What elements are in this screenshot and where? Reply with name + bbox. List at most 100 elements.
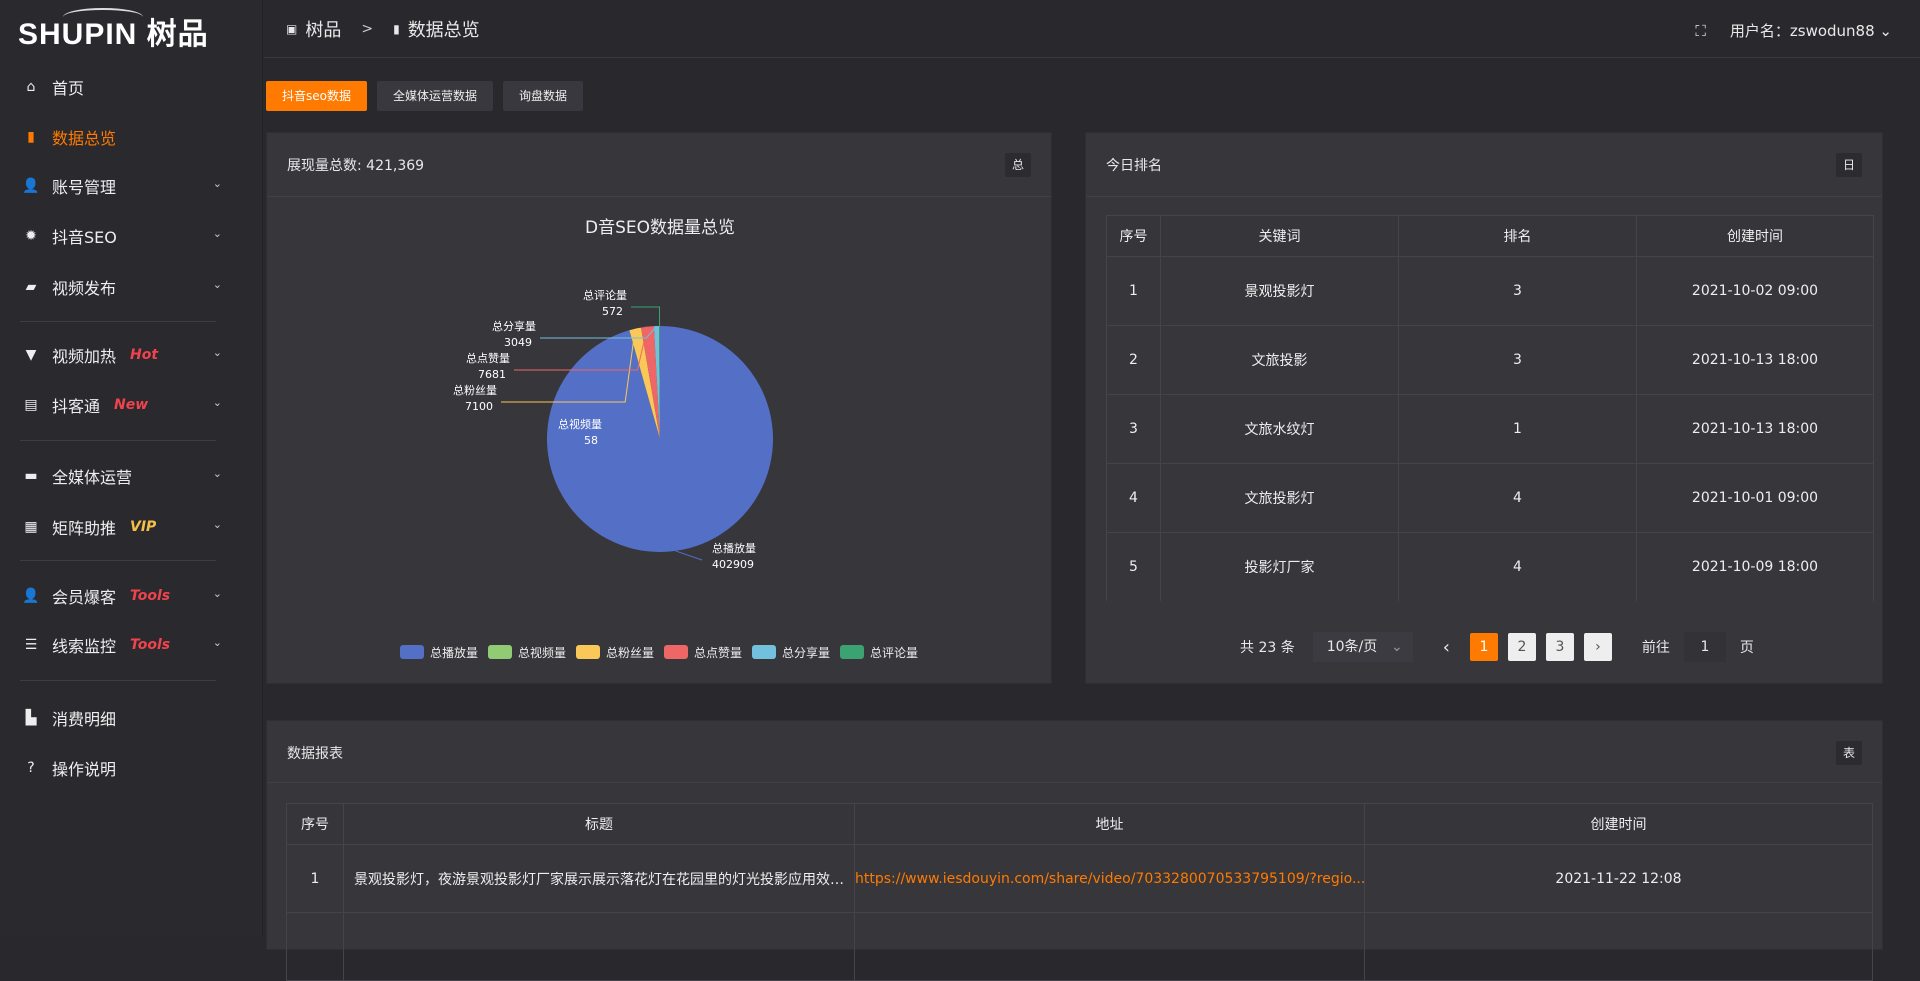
page-size-select[interactable]: 10条/页 ⌄ — [1312, 632, 1413, 662]
goto-label: 前往 — [1641, 640, 1670, 656]
legend-label[interactable]: 总粉丝量 — [606, 646, 654, 660]
panel-title: 数据报表 — [287, 746, 343, 762]
table-cell: 1 — [1398, 394, 1637, 464]
legend-label[interactable]: 总视频量 — [518, 645, 566, 660]
sidebar-item-8[interactable]: ▬ 全媒体运营 ⌄ — [22, 458, 232, 494]
sidebar-item-2[interactable]: ▮ 数据总览 — [22, 119, 232, 155]
legend-swatch[interactable] — [576, 645, 600, 659]
table-cell: 2 — [1106, 325, 1161, 395]
legend-label[interactable]: 总播放量 — [430, 645, 478, 660]
panel-title: 展现量总数: 421,369 — [287, 158, 425, 174]
chevron-down-icon: ⌄ — [1390, 639, 1403, 655]
table-cell: 1 — [1106, 256, 1161, 326]
gear-icon: ✹ — [25, 228, 37, 244]
sidebar-item-11[interactable]: ☰ 线索监控 Tools ⌄ — [22, 627, 232, 663]
table-cell: 4 — [1398, 463, 1637, 533]
slice-value: 7681 — [478, 368, 506, 381]
table-cell: 3 — [1398, 325, 1637, 395]
table-cell: 3 — [1106, 394, 1161, 464]
column-header: 序号 — [286, 803, 344, 845]
breadcrumb-home[interactable]: 树品 — [305, 20, 342, 41]
chevron-down-icon: ⌄ — [212, 587, 222, 600]
legend-label[interactable]: 总点赞量 — [694, 646, 742, 660]
chevron-down-icon: ⌄ — [212, 396, 222, 409]
sidebar-divider — [20, 440, 216, 441]
sidebar-item-12[interactable]: ▙ 消费明细 — [22, 700, 232, 736]
home-icon: ⌂ — [26, 79, 36, 95]
table-cell: 4 — [1398, 532, 1637, 601]
prev-page-button[interactable]: ‹ — [1442, 636, 1450, 658]
sidebar-item-label: 视频加热 — [52, 347, 117, 366]
slice-value: 3049 — [504, 336, 532, 349]
legend-label[interactable]: 总评论量 — [870, 646, 918, 660]
sidebar-item-label: 操作说明 — [52, 760, 117, 779]
sidebar-item-10[interactable]: 👤 会员爆客 Tools ⌄ — [22, 578, 232, 614]
chevron-down-icon: ⌄ — [212, 636, 222, 649]
tab-inquiry[interactable]: 询盘数据 — [503, 81, 584, 111]
total-button[interactable]: 总 — [1005, 153, 1031, 177]
next-page-button[interactable]: › — [1583, 633, 1612, 661]
table-cell[interactable]: https://www.iesdouyin.com/share/video/70… — [854, 844, 1365, 913]
sidebar-item-label: 首页 — [52, 79, 85, 98]
legend-swatch[interactable] — [840, 645, 864, 659]
table-cell: 2021-10-02 09:00 — [1636, 256, 1874, 326]
panel-title: 今日排名 — [1106, 158, 1162, 174]
table-row: 1 景观投影灯 3 2021-10-02 09:00 — [1106, 256, 1874, 326]
column-header: 地址 — [854, 803, 1365, 845]
sidebar-item-label: 抖音SEO — [52, 228, 117, 247]
legend-swatch[interactable] — [488, 645, 512, 659]
label-line — [514, 326, 648, 371]
sidebar-item-label: 抖客通 — [52, 397, 101, 416]
sidebar-item-3[interactable]: 👤 账号管理 ⌄ — [22, 168, 232, 204]
logo: SHUPIN 树品 — [18, 8, 209, 52]
sidebar-item-1[interactable]: ⌂ 首页 — [22, 69, 232, 105]
pie-slice[interactable] — [629, 327, 660, 439]
legend-swatch[interactable] — [664, 645, 688, 659]
column-header: 创建时间 — [1364, 803, 1873, 845]
page-3[interactable]: 3 — [1545, 633, 1574, 661]
user-icon: 👤 — [22, 588, 40, 604]
table-cell: 文旅投影 — [1160, 325, 1399, 395]
fullscreen-icon[interactable]: ⛶ — [1695, 21, 1706, 40]
goto-page-input[interactable]: 1 — [1683, 632, 1726, 662]
sidebar-item-label: 账号管理 — [52, 178, 117, 197]
sidebar-item-4[interactable]: ✹ 抖音SEO ⌄ — [22, 218, 232, 254]
sidebar-item-13[interactable]: ? 操作说明 — [22, 750, 232, 786]
legend-swatch[interactable] — [400, 645, 424, 659]
table-cell: 景观投影灯，夜游景观投影灯厂家展示展示落花灯在花园里的灯光投影应用效果 # — [343, 844, 855, 913]
badge-new: New — [114, 397, 149, 413]
pie-slice[interactable] — [641, 326, 660, 439]
page-2[interactable]: 2 — [1507, 633, 1536, 661]
table-button[interactable]: 表 — [1836, 741, 1862, 765]
table-row: 1 景观投影灯，夜游景观投影灯厂家展示展示落花灯在花园里的灯光投影应用效果 # ht… — [286, 844, 1873, 913]
tab-douyin-seo[interactable]: 抖音seo数据 — [266, 81, 367, 111]
breadcrumb-current: 数据总览 — [407, 20, 480, 41]
pie-slice[interactable] — [653, 326, 660, 439]
slice-value: 58 — [584, 434, 598, 447]
sidebar-item-9[interactable]: ▦ 矩阵助推 VIP ⌄ — [22, 509, 232, 545]
page-1[interactable]: 1 — [1469, 633, 1498, 661]
sidebar-item-label: 线索监控 — [52, 637, 117, 656]
user-menu[interactable]: 用户名：zswodun88 ⌄ — [1730, 20, 1892, 41]
sidebar-item-label: 视频发布 — [52, 279, 117, 298]
table-cell: 2021-11-22 12:08 — [1364, 844, 1873, 913]
sidebar-item-6[interactable]: ▼ 视频加热 Hot ⌄ — [22, 337, 232, 373]
slice-value: 402909 — [712, 558, 754, 571]
legend-label[interactable]: 总分享量 — [782, 645, 830, 660]
chevron-down-icon: ⌄ — [1879, 22, 1892, 40]
label-line — [501, 328, 636, 403]
table-cell: 2021-10-13 18:00 — [1636, 325, 1874, 395]
legend-swatch[interactable] — [752, 645, 776, 659]
table-row: 2 文旅投影 3 2021-10-13 18:00 — [1106, 325, 1874, 395]
chevron-down-icon: ⌄ — [212, 346, 222, 359]
day-button[interactable]: 日 — [1836, 153, 1862, 177]
table-cell: 文旅水纹灯 — [1160, 394, 1399, 464]
sidebar-item-7[interactable]: ▤ 抖客通 New ⌄ — [22, 387, 232, 423]
column-header: 创建时间 — [1636, 215, 1874, 257]
sidebar-divider — [20, 560, 216, 561]
sidebar-item-5[interactable]: ▰ 视频发布 ⌄ — [22, 269, 232, 305]
pie-slice[interactable] — [629, 330, 660, 439]
tab-all-media[interactable]: 全媒体运营数据 — [376, 81, 493, 111]
badge-tools: Tools — [130, 588, 171, 604]
bar-chart-icon: ▮ — [393, 22, 400, 36]
